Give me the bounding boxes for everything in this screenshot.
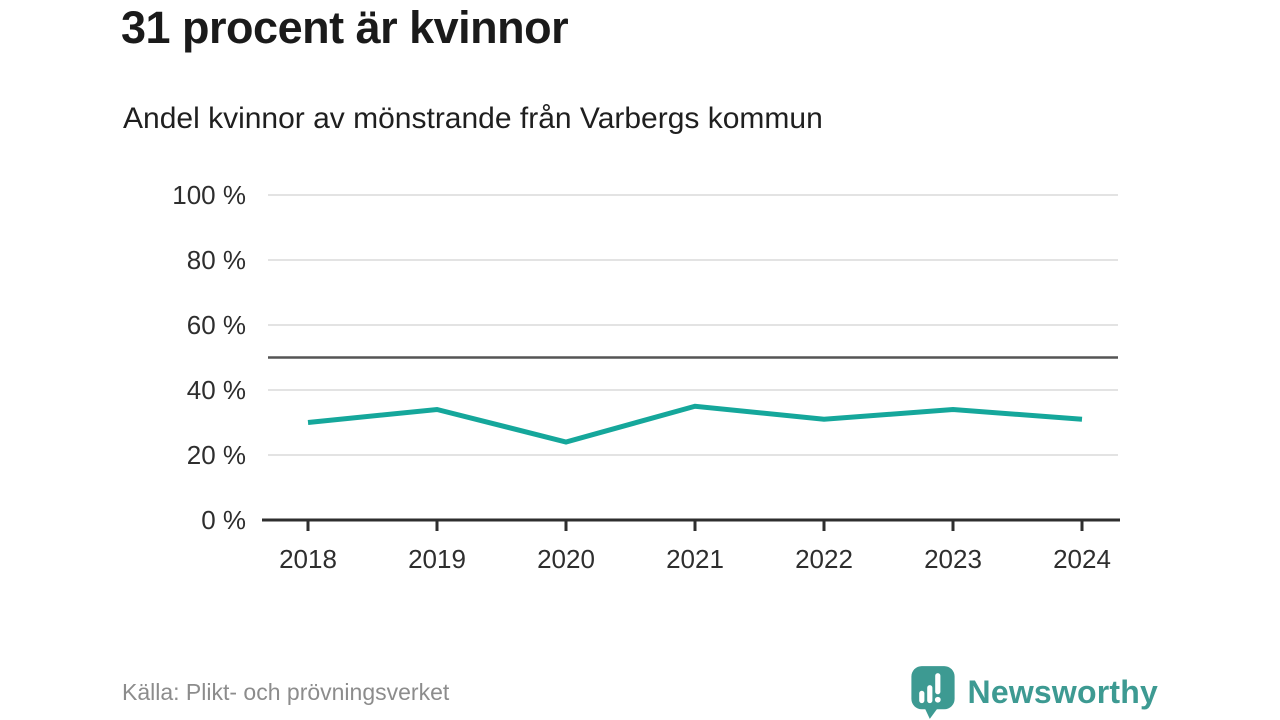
x-tick-label: 2019 <box>408 544 466 574</box>
x-tick-label: 2021 <box>666 544 724 574</box>
source-note: Källa: Plikt- och prövningsverket <box>122 678 450 705</box>
y-tick-label: 40 % <box>187 375 246 405</box>
chart-title: 31 procent är kvinnor <box>121 2 569 53</box>
newsworthy-logo-icon <box>910 665 955 719</box>
y-tick-label: 100 % <box>172 180 246 210</box>
x-tick-label: 2022 <box>795 544 853 574</box>
y-tick-label: 80 % <box>187 245 246 275</box>
data-line <box>307 403 1083 445</box>
x-tick-label: 2023 <box>924 544 982 574</box>
y-tick-label: 0 % <box>201 505 246 535</box>
y-tick-label: 20 % <box>187 440 246 470</box>
newsworthy-wordmark: Newsworthy <box>967 673 1158 710</box>
x-tick-label: 2018 <box>279 544 337 574</box>
x-tick-label: 2020 <box>537 544 595 574</box>
newsworthy-brand: Newsworthy <box>909 665 1158 720</box>
x-tick-label: 2024 <box>1053 544 1111 574</box>
line-chart: 0 % 20 % 40 % 60 % 80 % 100 % 2018 2019 2020 2021… <box>172 180 1120 574</box>
chart-footer: Källa: Plikt- och prövningsverket Newswo… <box>122 664 1158 720</box>
y-tick-label: 60 % <box>187 310 246 340</box>
chart-subtitle: Andel kvinnor av mönstrande från Varberg… <box>123 102 823 135</box>
